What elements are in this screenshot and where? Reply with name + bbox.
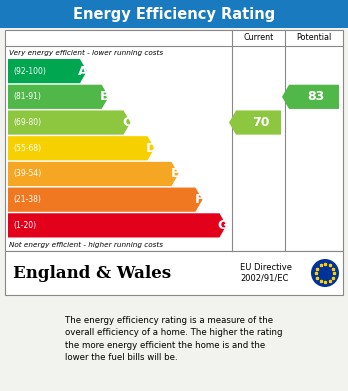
Text: The energy efficiency rating is a measure of the
overall efficiency of a home. T: The energy efficiency rating is a measur… xyxy=(65,316,283,362)
Polygon shape xyxy=(8,136,155,160)
Text: (69-80): (69-80) xyxy=(13,118,41,127)
Polygon shape xyxy=(8,213,227,237)
Polygon shape xyxy=(8,110,130,135)
Text: (81-91): (81-91) xyxy=(13,92,41,101)
Text: Current: Current xyxy=(243,34,274,43)
Text: EU Directive: EU Directive xyxy=(240,264,292,273)
Polygon shape xyxy=(8,188,203,212)
Circle shape xyxy=(311,259,339,287)
Text: 2002/91/EC: 2002/91/EC xyxy=(240,273,288,283)
Text: 70: 70 xyxy=(252,116,269,129)
Text: E: E xyxy=(171,167,180,181)
Text: (21-38): (21-38) xyxy=(13,195,41,204)
Text: Potential: Potential xyxy=(296,34,332,43)
Text: A: A xyxy=(78,65,88,77)
Polygon shape xyxy=(8,85,109,109)
Text: D: D xyxy=(145,142,157,155)
Text: G: G xyxy=(218,219,228,232)
Text: F: F xyxy=(195,193,204,206)
Text: Energy Efficiency Rating: Energy Efficiency Rating xyxy=(73,7,275,22)
Text: Not energy efficient - higher running costs: Not energy efficient - higher running co… xyxy=(9,242,163,248)
Text: B: B xyxy=(100,90,110,103)
Bar xyxy=(5,251,343,295)
Bar xyxy=(0,0,348,28)
Text: C: C xyxy=(122,116,132,129)
Text: 83: 83 xyxy=(307,90,325,103)
Text: (92-100): (92-100) xyxy=(13,66,46,75)
Text: (1-20): (1-20) xyxy=(13,221,36,230)
Polygon shape xyxy=(229,110,281,135)
Polygon shape xyxy=(8,162,179,186)
Text: (55-68): (55-68) xyxy=(13,144,41,153)
Bar xyxy=(5,30,343,251)
Polygon shape xyxy=(282,85,339,109)
Polygon shape xyxy=(8,59,87,83)
Text: England & Wales: England & Wales xyxy=(13,264,171,282)
Text: (39-54): (39-54) xyxy=(13,169,41,178)
Text: Very energy efficient - lower running costs: Very energy efficient - lower running co… xyxy=(9,49,163,56)
